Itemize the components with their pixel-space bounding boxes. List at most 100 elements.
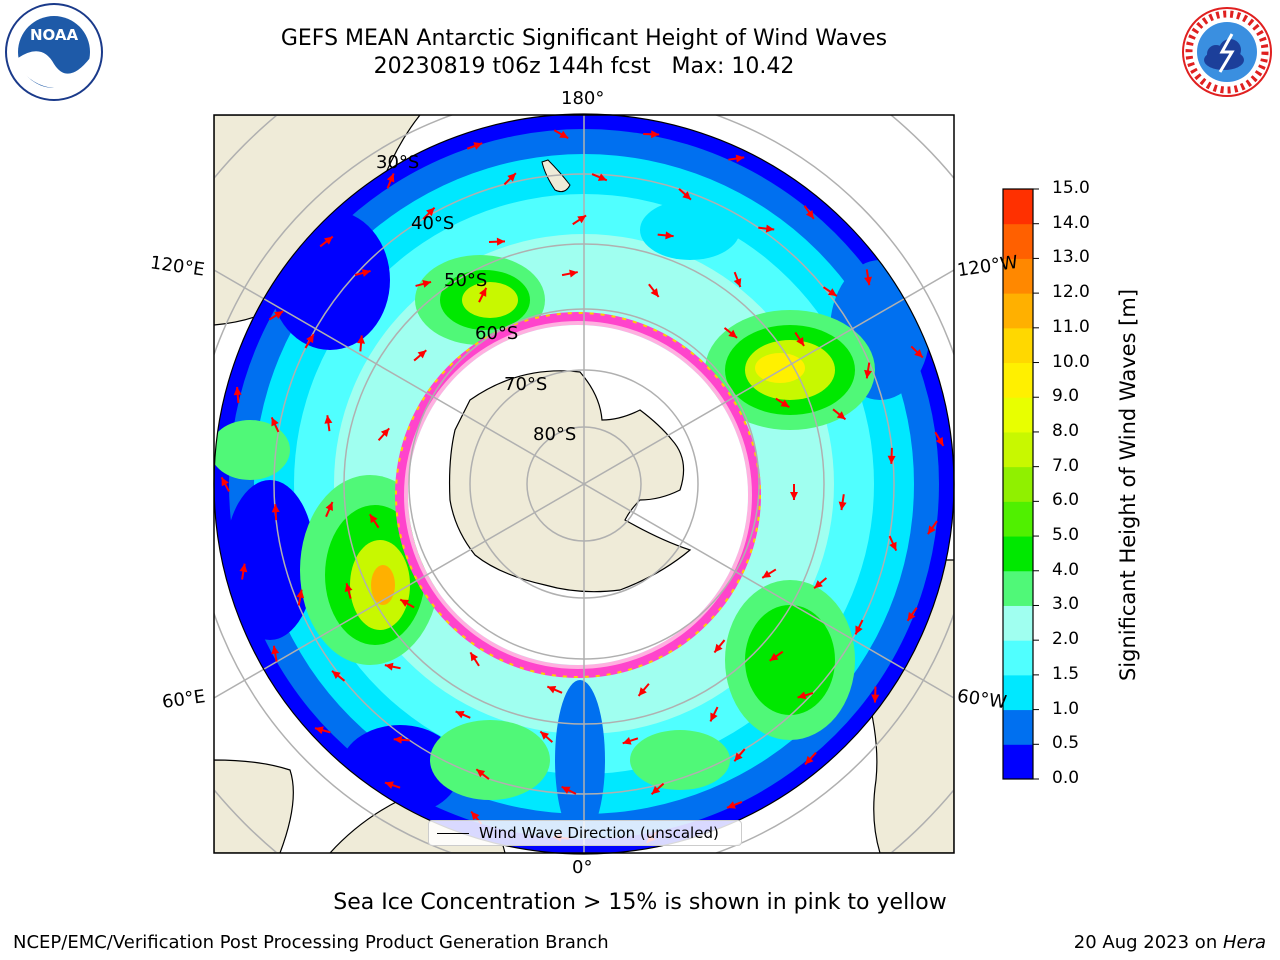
- colorbar-label: Significant Height of Wind Waves [m]: [1116, 288, 1140, 682]
- colorbar-tick-label: 10.0: [1052, 351, 1090, 372]
- wind-wave-arrowhead: [734, 752, 743, 762]
- wind-wave-arrowhead: [426, 207, 435, 217]
- colorbar-segment: [1003, 397, 1033, 433]
- antarctica-land: [448, 370, 692, 593]
- lon-label-180: 180°: [561, 88, 605, 109]
- wind-wave-arrowhead: [762, 570, 772, 578]
- wind-wave-arrowhead: [496, 237, 505, 246]
- chart-subtitle: 20230819 t06z 144h fcst Max: 10.42: [373, 54, 795, 79]
- wind-wave-arrowhead: [907, 611, 916, 621]
- colorbar: [1003, 188, 1039, 780]
- colorbar-tick-label: 7.0: [1052, 455, 1080, 476]
- colorbar-tick-label: 4.0: [1052, 559, 1080, 580]
- wind-wave-arrowhead: [935, 436, 944, 446]
- wind-wave-arrowhead: [805, 209, 814, 219]
- wind-wave-arrowhead: [507, 173, 516, 182]
- wind-wave-arrowhead: [233, 387, 242, 396]
- colorbar-tick-label: 0.0: [1052, 768, 1080, 788]
- colorbar-segment: [1003, 744, 1033, 780]
- wind-wave-arrowhead: [797, 691, 807, 700]
- footer-host: Hera: [1222, 932, 1266, 953]
- colorbar-segment: [1003, 570, 1033, 606]
- map-frame: [213, 114, 955, 854]
- wind-wave-arrowhead: [927, 525, 936, 535]
- wind-wave-arrows: [220, 129, 945, 844]
- wind-wave-arrowhead: [889, 541, 897, 551]
- wind-wave-arrowhead: [827, 288, 837, 297]
- wind-wave-arrowhead: [314, 726, 324, 735]
- wind-wave-arrowhead: [361, 269, 371, 277]
- wind-wave-arrowhead: [324, 415, 333, 424]
- wind-wave-arrowhead: [455, 710, 465, 719]
- lon-label-0: 0°: [572, 857, 593, 878]
- wind-wave-arrowhead: [805, 755, 814, 765]
- sea-ice-edge: [395, 312, 761, 678]
- wind-wave-arrowhead: [577, 215, 587, 224]
- wind-wave-arrowhead: [393, 735, 402, 744]
- wind-wave-arrowhead: [306, 334, 314, 344]
- wind-wave-arrowhead: [597, 173, 607, 181]
- colorbar-segment: [1003, 431, 1033, 468]
- colorbar-tick-label: 5.0: [1052, 525, 1080, 546]
- colorbar-segment: [1003, 536, 1033, 572]
- wind-wave-arrowhead: [296, 589, 305, 599]
- wind-wave-arrowhead: [369, 514, 378, 524]
- colorbar-segment: [1003, 293, 1033, 329]
- colorbar-segment: [1003, 189, 1033, 225]
- colorbar-tick-label: 14.0: [1052, 212, 1090, 233]
- lat-label-30s: 30°S: [376, 152, 420, 173]
- wind-wave-arrowhead: [836, 411, 846, 420]
- nws-logo: [1176, 4, 1278, 104]
- wind-wave-arrowhead: [765, 224, 775, 233]
- colorbar-segment: [1003, 258, 1033, 294]
- wind-wave-arrowhead: [638, 687, 647, 696]
- wind-wave-arrowhead: [274, 311, 284, 319]
- map-legend: Wind Wave Direction (unscaled): [428, 820, 742, 846]
- colorbar-tick-label: 1.0: [1052, 698, 1080, 719]
- wind-wave-arrowhead: [864, 369, 872, 379]
- wind-wave-arrowhead: [871, 694, 880, 703]
- wind-wave-arrowhead: [271, 645, 280, 655]
- wind-wave-arrowhead: [559, 130, 569, 139]
- wind-wave-arrowhead: [331, 670, 341, 680]
- wind-wave-arrowhead: [357, 335, 366, 344]
- wind-wave-arrowhead: [790, 492, 798, 500]
- colorbar-tick-label: 9.0: [1052, 386, 1080, 407]
- lat-label-70s: 70°S: [504, 374, 548, 395]
- wind-wave-arrowhead: [384, 781, 394, 789]
- wind-wave-arrowhead: [665, 231, 674, 240]
- colorbar-tick-label: 2.0: [1052, 629, 1080, 650]
- wind-wave-arrowhead: [473, 142, 483, 150]
- graticule: [214, 115, 954, 853]
- colorbar-segment: [1003, 223, 1033, 259]
- colorbar-tick-label: 1.5: [1052, 663, 1080, 684]
- wind-wave-arrowhead: [422, 280, 432, 288]
- wind-wave-arrowhead: [814, 580, 823, 589]
- noaa-logo: NOAA: [2, 2, 106, 106]
- wind-wave-arrowhead: [323, 236, 333, 245]
- wind-wave-arrowhead: [271, 504, 280, 513]
- wind-wave-arrowhead: [479, 287, 487, 297]
- colorbar-tick-label: 12.0: [1052, 282, 1090, 303]
- colorbar-tick-label: 6.0: [1052, 490, 1080, 511]
- wind-wave-arrowhead: [380, 428, 390, 438]
- legend-line-icon: [437, 832, 469, 834]
- colorbar-segment: [1003, 674, 1033, 711]
- wind-wave-arrowhead: [728, 329, 738, 338]
- legend-label: Wind Wave Direction (unscaled): [479, 824, 719, 842]
- wind-wave-arrowhead: [682, 191, 691, 200]
- wind-wave-arrowhead: [476, 769, 486, 778]
- colorbar-segment: [1003, 327, 1033, 364]
- colorbar-tick-label: 8.0: [1052, 420, 1080, 441]
- wind-wave-arrowhead: [622, 737, 632, 745]
- wind-wave-arrowhead: [569, 269, 578, 278]
- wind-wave-arrowhead: [547, 686, 557, 694]
- wind-wave-arrowhead: [651, 785, 661, 795]
- wind-wave-arrowhead: [714, 643, 723, 653]
- wind-wave-arrowhead: [796, 337, 805, 346]
- wind-wave-arrowhead: [417, 350, 427, 359]
- footer-date-text: 20 Aug 2023 on: [1073, 932, 1223, 953]
- colorbar-segment: [1003, 466, 1033, 502]
- wind-wave-arrowhead: [561, 786, 571, 794]
- lat-label-80s: 80°S: [533, 424, 577, 445]
